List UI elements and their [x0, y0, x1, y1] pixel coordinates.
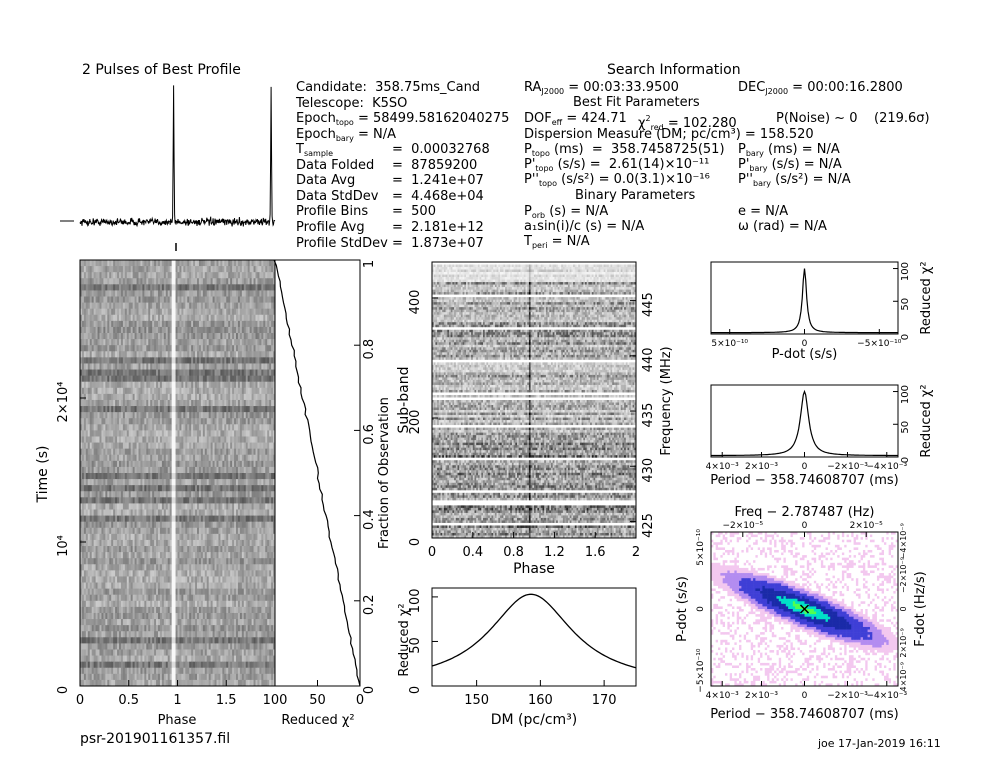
pulse-profile-plot	[60, 85, 275, 251]
profile-line	[80, 85, 275, 226]
